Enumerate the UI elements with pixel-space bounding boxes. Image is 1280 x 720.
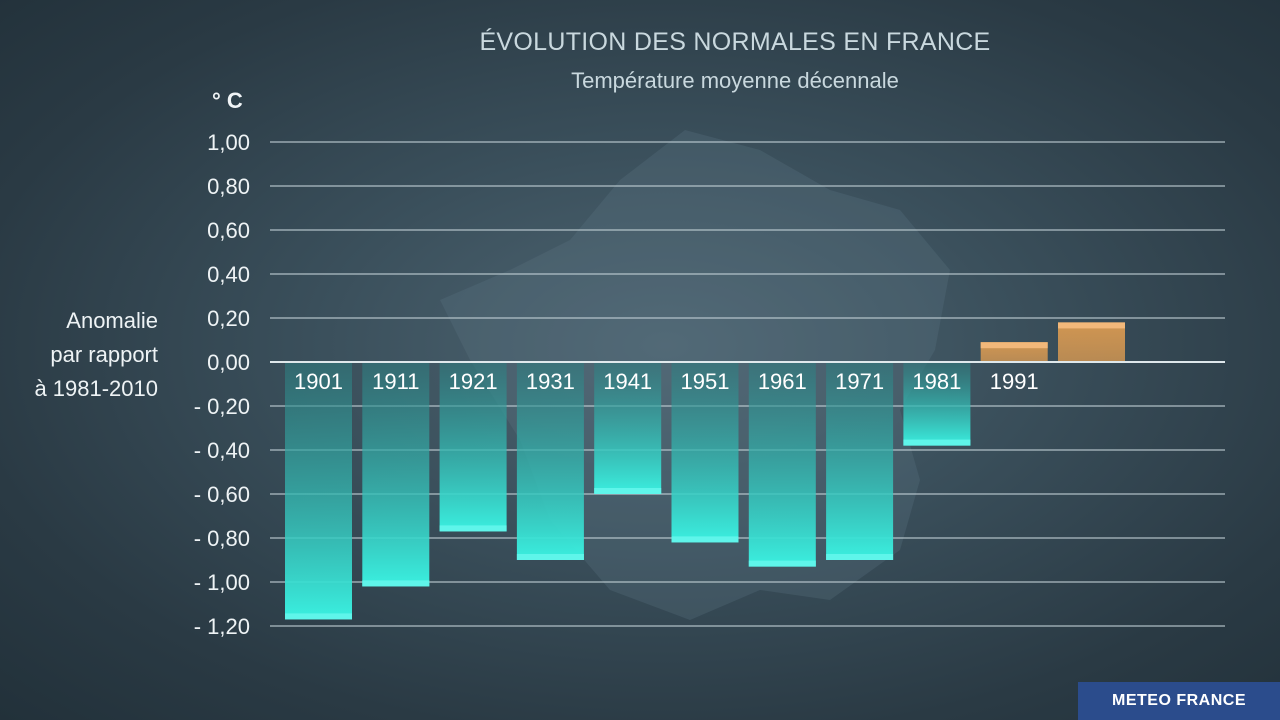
meteo-france-logo: METEO FRANCE bbox=[1078, 682, 1280, 720]
y-tick-label: - 0,20 bbox=[194, 394, 250, 419]
y-tick-label: - 0,80 bbox=[194, 526, 250, 551]
y-tick-label: 0,40 bbox=[207, 262, 250, 287]
y-tick-label: 0,20 bbox=[207, 306, 250, 331]
category-label: 1931 bbox=[526, 369, 575, 394]
y-axis-label-line-2: par rapport bbox=[50, 342, 158, 367]
bar-cap bbox=[362, 580, 430, 587]
category-label: 1901 bbox=[294, 369, 343, 394]
category-label: 1991 bbox=[990, 369, 1039, 394]
bars bbox=[285, 322, 1125, 620]
y-tick-labels: 1,00 0,80 0,60 0,40 0,20 0,00 - 0,20 - 0,40 - 0,… bbox=[194, 130, 250, 639]
bar bbox=[594, 363, 662, 494]
bar bbox=[1058, 322, 1125, 361]
bar bbox=[516, 363, 584, 560]
bar-cap bbox=[826, 554, 894, 560]
y-tick-label: 1,00 bbox=[207, 130, 250, 155]
y-tick-label: - 0,40 bbox=[194, 438, 250, 463]
category-label: 1941 bbox=[603, 369, 652, 394]
unit-label: ° C bbox=[212, 88, 243, 113]
bar bbox=[439, 363, 507, 532]
category-label: 1951 bbox=[681, 369, 730, 394]
bar-cap bbox=[980, 342, 1048, 349]
bar bbox=[671, 363, 739, 543]
y-tick-label: 0,60 bbox=[207, 218, 250, 243]
bar-cap bbox=[439, 525, 507, 532]
chart-title: ÉVOLUTION DES NORMALES EN FRANCE bbox=[479, 28, 991, 56]
bar-cap bbox=[1058, 322, 1125, 329]
bar-cap bbox=[285, 613, 352, 620]
y-axis-label: Anomalie par rapport à 1981-2010 bbox=[10, 304, 158, 406]
y-tick-label: - 1,00 bbox=[194, 570, 250, 595]
y-axis-label-line-1: Anomalie bbox=[66, 308, 158, 333]
y-tick-label: 0,80 bbox=[207, 174, 250, 199]
category-label: 1911 bbox=[372, 369, 419, 394]
bar bbox=[285, 363, 352, 620]
category-label: 1981 bbox=[912, 369, 961, 394]
category-label: 1971 bbox=[835, 369, 884, 394]
bar bbox=[748, 363, 816, 567]
bar-cap bbox=[903, 439, 971, 446]
chart-subtitle: Température moyenne décennale bbox=[571, 68, 899, 93]
bar-cap bbox=[671, 536, 739, 543]
y-tick-label: - 0,60 bbox=[194, 482, 250, 507]
category-label: 1921 bbox=[449, 369, 498, 394]
y-axis-label-line-3: à 1981-2010 bbox=[34, 376, 158, 401]
bar bbox=[903, 363, 971, 446]
category-label: 1961 bbox=[758, 369, 807, 394]
category-labels: 1901 1911 1921 1931 1941 1951 1961 1971 1981 1991 bbox=[294, 369, 1039, 394]
y-tick-label: 0,00 bbox=[207, 350, 250, 375]
y-tick-label: - 1,20 bbox=[194, 614, 250, 639]
bar-cap bbox=[594, 488, 662, 494]
bar-cap bbox=[516, 554, 584, 560]
bar bbox=[826, 363, 894, 560]
bar-cap bbox=[748, 560, 816, 567]
bar bbox=[362, 363, 430, 587]
